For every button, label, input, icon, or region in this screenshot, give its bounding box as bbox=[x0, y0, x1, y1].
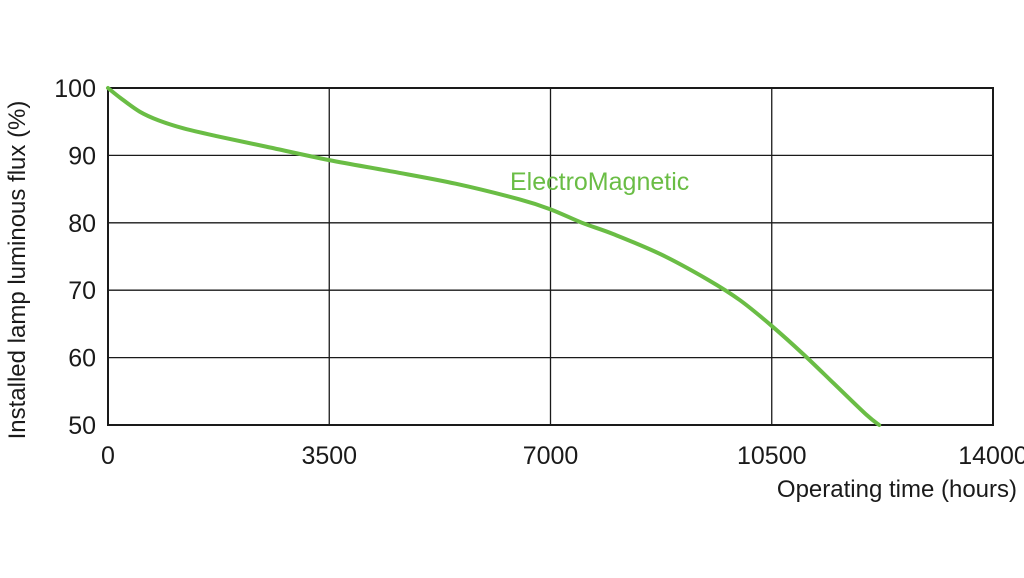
x-tick-label: 0 bbox=[101, 442, 115, 470]
y-axis-title: Installed lamp luminous flux (%) bbox=[4, 101, 31, 440]
x-tick-label: 7000 bbox=[523, 442, 579, 470]
y-tick-label: 100 bbox=[54, 75, 96, 103]
y-tick-label: 50 bbox=[68, 412, 96, 440]
series-line-electromagnetic bbox=[106, 86, 882, 427]
x-tick-label: 14000 bbox=[958, 442, 1024, 470]
x-tick-label: 10500 bbox=[737, 442, 807, 470]
x-tick-label: 3500 bbox=[301, 442, 357, 470]
y-tick-labels: 50 60 70 80 90 100 bbox=[54, 75, 96, 440]
y-tick-label: 70 bbox=[68, 277, 96, 305]
y-tick-label: 60 bbox=[68, 345, 96, 373]
plot-frame bbox=[107, 87, 994, 426]
grid bbox=[108, 88, 993, 425]
x-tick-labels: 0 3500 7000 10500 14000 bbox=[101, 442, 1024, 470]
series-layer: ElectroMagnetic bbox=[106, 86, 882, 427]
x-axis-title: Operating time (hours) bbox=[777, 476, 1017, 503]
y-tick-label: 90 bbox=[68, 142, 96, 170]
y-tick-label: 80 bbox=[68, 210, 96, 238]
series-label-electromagnetic: ElectroMagnetic bbox=[510, 168, 689, 196]
